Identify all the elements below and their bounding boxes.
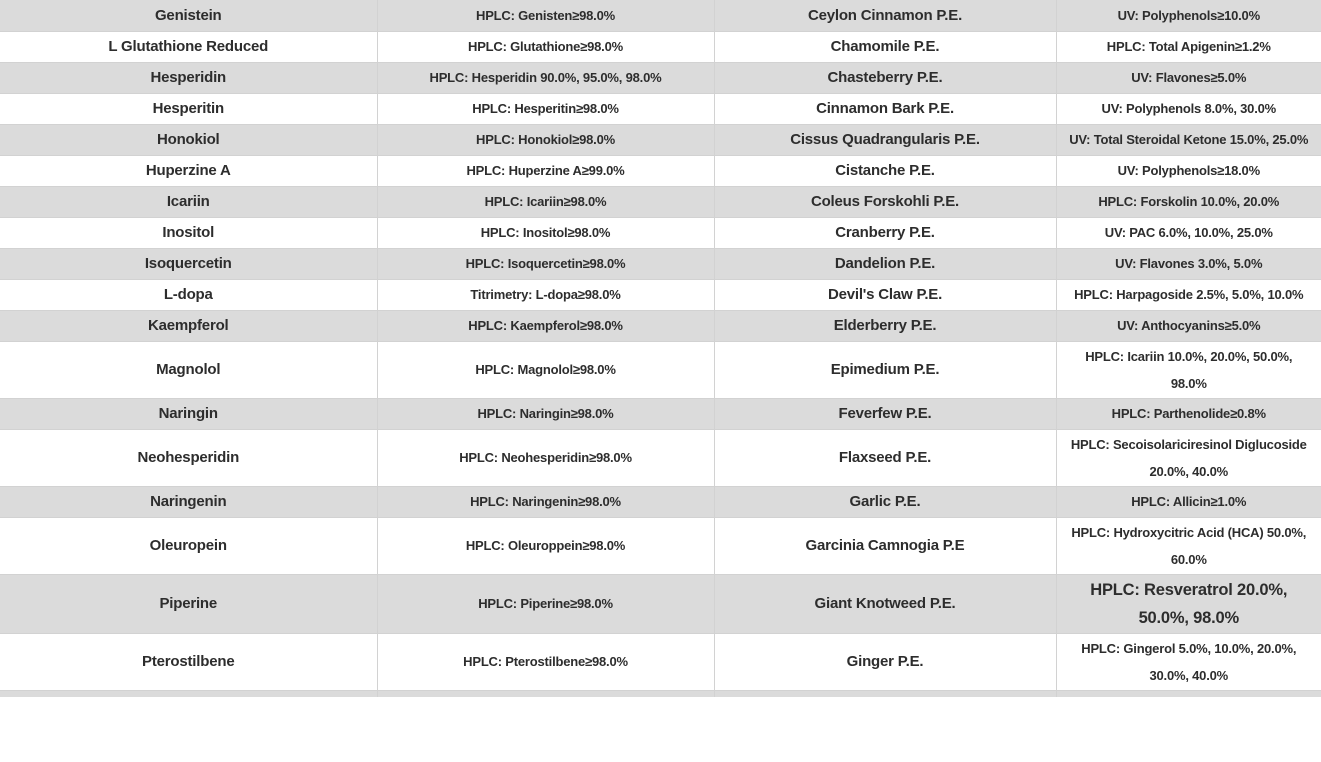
table-row: Hesperitin HPLC: Hesperitin≥98.0% Cinnamon… <box>0 92 1321 125</box>
spec-cell: HPLC: Hydroxycitric Acid (HCA) 50.0%, 60… <box>1055 516 1321 575</box>
table-row-clipped <box>0 689 1321 698</box>
product-name-cell: Giant Knotweed P.E. <box>713 573 1057 634</box>
product-name-cell: Epimedium P.E. <box>713 340 1057 399</box>
table-row: Naringenin HPLC: Naringenin≥98.0% Garlic P… <box>0 485 1321 518</box>
product-name-cell: Garcinia Camnogia P.E <box>713 516 1057 575</box>
product-name-cell: Feverfew P.E. <box>713 397 1057 430</box>
product-name-cell: Garlic P.E. <box>713 485 1057 518</box>
product-name-cell: Coleus Forskohli P.E. <box>713 185 1057 218</box>
spec-cell: HPLC: Piperine≥98.0% <box>376 573 715 634</box>
table-row: Pterostilbene HPLC: Pterostilbene≥98.0% Gi… <box>0 632 1321 691</box>
table-row: L-dopa Titrimetry: L-dopa≥98.0% Devil's Cl… <box>0 278 1321 311</box>
spec-cell: HPLC: Huperzine A≥99.0% <box>376 154 715 187</box>
spec-cell: HPLC: Naringin≥98.0% <box>376 397 715 430</box>
spec-cell: HPLC: Naringenin≥98.0% <box>376 485 715 518</box>
spec-cell: HPLC: Kaempferol≥98.0% <box>376 309 715 342</box>
product-name-cell: Chasteberry P.E. <box>713 61 1057 94</box>
product-name-cell: Icariin <box>0 185 378 218</box>
product-name-cell: Inositol <box>0 216 378 249</box>
spec-cell: UV: Polyphenols≥18.0% <box>1055 154 1321 187</box>
product-name-cell: Elderberry P.E. <box>713 309 1057 342</box>
spec-cell: HPLC: Parthenolide≥0.8% <box>1055 397 1321 430</box>
table-row: Isoquercetin HPLC: Isoquercetin≥98.0% Dand… <box>0 247 1321 280</box>
product-name-cell: Neohesperidin <box>0 428 378 487</box>
spec-cell: HPLC: Inositol≥98.0% <box>376 216 715 249</box>
spec-cell: UV: PAC 6.0%, 10.0%, 25.0% <box>1055 216 1321 249</box>
product-name-cell: Cranberry P.E. <box>713 216 1057 249</box>
product-name-cell: Oleuropein <box>0 516 378 575</box>
spec-cell: UV: Anthocyanins≥5.0% <box>1055 309 1321 342</box>
table-row: Hesperidin HPLC: Hesperidin 90.0%, 95.0%,… <box>0 61 1321 94</box>
product-name-cell: Cistanche P.E. <box>713 154 1057 187</box>
spec-cell <box>1055 689 1321 698</box>
spec-cell: HPLC: Icariin 10.0%, 20.0%, 50.0%, 98.0% <box>1055 340 1321 399</box>
spec-cell: HPLC: Hesperitin≥98.0% <box>376 92 715 125</box>
table-row: Neohesperidin HPLC: Neohesperidin≥98.0% Fl… <box>0 428 1321 487</box>
product-name-cell: Ceylon Cinnamon P.E. <box>713 0 1057 32</box>
spec-cell: HPLC: Hesperidin 90.0%, 95.0%, 98.0% <box>376 61 715 94</box>
spec-cell <box>376 689 715 698</box>
product-name-cell: Huperzine A <box>0 154 378 187</box>
product-name-cell: L Glutathione Reduced <box>0 30 378 63</box>
table-row: Icariin HPLC: Icariin≥98.0% Coleus Forskoh… <box>0 185 1321 218</box>
spec-cell: HPLC: Neohesperidin≥98.0% <box>376 428 715 487</box>
product-name-cell: Flaxseed P.E. <box>713 428 1057 487</box>
spec-cell: HPLC: Harpagoside 2.5%, 5.0%, 10.0% <box>1055 278 1321 311</box>
table-row: Huperzine A HPLC: Huperzine A≥99.0% Cistan… <box>0 154 1321 187</box>
spec-cell: HPLC: Isoquercetin≥98.0% <box>376 247 715 280</box>
table-row: Genistein HPLC: Genisten≥98.0% Ceylon Cinn… <box>0 0 1321 32</box>
product-name-cell: Pterostilbene <box>0 632 378 691</box>
spec-cell: UV: Total Steroidal Ketone 15.0%, 25.0% <box>1055 123 1321 156</box>
spec-cell: UV: Polyphenols 8.0%, 30.0% <box>1055 92 1321 125</box>
spec-cell: HPLC: Resveratrol 20.0%, 50.0%, 98.0% <box>1055 573 1321 634</box>
product-name-cell: Ginger P.E. <box>713 632 1057 691</box>
spec-cell: HPLC: Forskolin 10.0%, 20.0% <box>1055 185 1321 218</box>
product-name-cell: Cissus Quadrangularis P.E. <box>713 123 1057 156</box>
spec-cell: UV: Polyphenols≥10.0% <box>1055 0 1321 32</box>
product-name-cell: L-dopa <box>0 278 378 311</box>
product-spec-table: Genistein HPLC: Genisten≥98.0% Ceylon Cinn… <box>0 0 1321 698</box>
spec-cell: HPLC: Secoisolariciresinol Diglucoside 2… <box>1055 428 1321 487</box>
table-row: Oleuropein HPLC: Oleuroppein≥98.0% Garcini… <box>0 516 1321 575</box>
table-row: Piperine HPLC: Piperine≥98.0% Giant Knotwe… <box>0 573 1321 634</box>
product-name-cell: Piperine <box>0 573 378 634</box>
product-name-cell: Chamomile P.E. <box>713 30 1057 63</box>
product-name-cell: Hesperitin <box>0 92 378 125</box>
product-name-cell: Cinnamon Bark P.E. <box>713 92 1057 125</box>
product-name-cell: Dandelion P.E. <box>713 247 1057 280</box>
table-row: Naringin HPLC: Naringin≥98.0% Feverfew P.E… <box>0 397 1321 430</box>
table-row: Magnolol HPLC: Magnolol≥98.0% Epimedium P.… <box>0 340 1321 399</box>
table-row: Honokiol HPLC: Honokiol≥98.0% Cissus Quadr… <box>0 123 1321 156</box>
table-row: Inositol HPLC: Inositol≥98.0% Cranberry P.… <box>0 216 1321 249</box>
spec-cell: HPLC: Magnolol≥98.0% <box>376 340 715 399</box>
spec-cell: HPLC: Glutathione≥98.0% <box>376 30 715 63</box>
spec-cell: HPLC: Honokiol≥98.0% <box>376 123 715 156</box>
product-name-cell: Naringin <box>0 397 378 430</box>
spec-cell: HPLC: Oleuroppein≥98.0% <box>376 516 715 575</box>
product-spec-table-body: Genistein HPLC: Genisten≥98.0% Ceylon Cinn… <box>0 0 1321 698</box>
table-row: Kaempferol HPLC: Kaempferol≥98.0% Elderber… <box>0 309 1321 342</box>
spec-cell: Titrimetry: L-dopa≥98.0% <box>376 278 715 311</box>
product-name-cell: Honokiol <box>0 123 378 156</box>
spec-cell: UV: Flavones 3.0%, 5.0% <box>1055 247 1321 280</box>
spec-cell: HPLC: Icariin≥98.0% <box>376 185 715 218</box>
spec-cell: HPLC: Pterostilbene≥98.0% <box>376 632 715 691</box>
product-name-cell: Isoquercetin <box>0 247 378 280</box>
product-name-cell <box>713 689 1057 698</box>
product-name-cell: Devil's Claw P.E. <box>713 278 1057 311</box>
product-name-cell: Hesperidin <box>0 61 378 94</box>
spec-cell: HPLC: Allicin≥1.0% <box>1055 485 1321 518</box>
spec-cell: UV: Flavones≥5.0% <box>1055 61 1321 94</box>
spec-cell: HPLC: Genisten≥98.0% <box>376 0 715 32</box>
product-name-cell: Magnolol <box>0 340 378 399</box>
spec-cell: HPLC: Total Apigenin≥1.2% <box>1055 30 1321 63</box>
product-name-cell: Genistein <box>0 0 378 32</box>
spec-cell: HPLC: Gingerol 5.0%, 10.0%, 20.0%, 30.0%… <box>1055 632 1321 691</box>
table-row: L Glutathione Reduced HPLC: Glutathione≥9… <box>0 30 1321 63</box>
product-name-cell: Kaempferol <box>0 309 378 342</box>
product-name-cell: Naringenin <box>0 485 378 518</box>
product-name-cell <box>0 689 378 698</box>
